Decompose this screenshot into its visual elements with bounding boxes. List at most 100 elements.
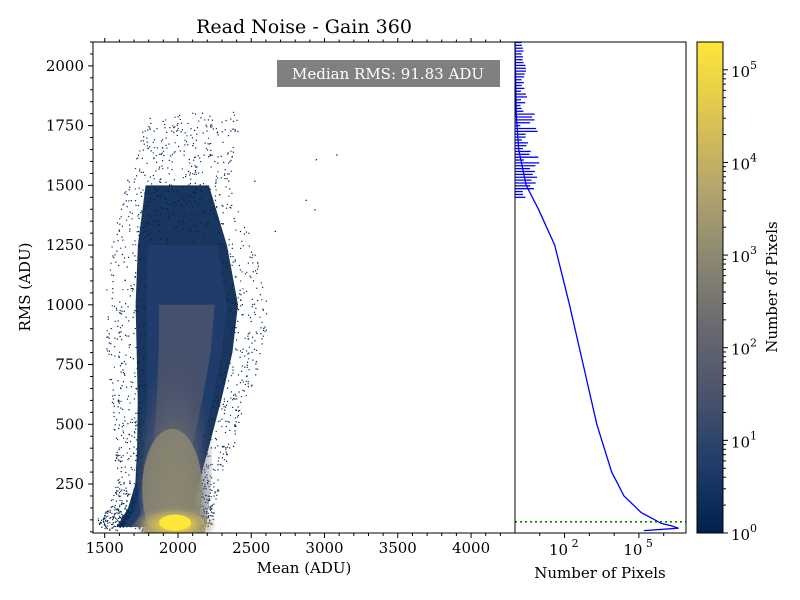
density-point — [114, 254, 116, 256]
density-point — [115, 486, 117, 488]
density-point — [110, 516, 112, 519]
density-point — [211, 515, 213, 517]
density-point — [165, 137, 167, 139]
density-point — [193, 156, 195, 159]
density-point — [178, 145, 180, 148]
density-point — [264, 330, 266, 333]
density-point — [121, 306, 123, 308]
density-point — [219, 451, 221, 453]
density-point — [132, 288, 134, 290]
density-point — [121, 466, 123, 469]
density-point — [150, 150, 152, 152]
density-point — [159, 179, 161, 181]
density-point — [214, 469, 216, 471]
density-point — [222, 141, 224, 143]
density-point — [111, 274, 113, 276]
density-point — [243, 233, 245, 235]
density-point — [109, 378, 111, 380]
hist-x-label: Number of Pixels — [534, 564, 666, 582]
density-point — [125, 316, 127, 318]
density-point — [225, 420, 227, 422]
density-point — [254, 313, 256, 316]
density-point — [260, 282, 262, 284]
density-point — [208, 506, 210, 508]
density-point — [194, 182, 196, 184]
density-point — [243, 226, 246, 229]
density-point — [114, 337, 116, 339]
density-point — [122, 372, 124, 374]
density-point — [199, 157, 201, 159]
density-point — [120, 363, 123, 365]
density-point — [257, 300, 259, 302]
density-point — [217, 445, 219, 447]
density-point — [180, 131, 182, 133]
density-point — [251, 257, 253, 259]
density-point — [232, 256, 234, 258]
density-point — [108, 350, 111, 352]
density-point — [129, 482, 131, 484]
x-tick-label: 3000 — [305, 539, 343, 557]
density-point — [117, 320, 119, 322]
density-point — [196, 133, 198, 135]
density-point — [208, 156, 210, 158]
density-point — [134, 393, 136, 395]
density-point — [130, 356, 132, 358]
density-point — [133, 181, 135, 183]
density-point — [130, 287, 132, 290]
density-point — [235, 421, 237, 423]
density-point — [116, 451, 118, 454]
density-point — [112, 522, 114, 524]
density-point — [112, 398, 114, 400]
density-point — [127, 494, 129, 496]
density-point — [243, 292, 245, 294]
density-point — [121, 225, 123, 227]
density-point — [227, 380, 230, 382]
density-point — [224, 431, 227, 434]
colorbar-fill — [697, 42, 723, 533]
density-point — [192, 143, 195, 145]
density-point — [159, 153, 161, 155]
density-point — [104, 527, 106, 529]
density-point — [213, 512, 215, 514]
colorbar-tick-exponent: 0 — [750, 522, 757, 535]
density-point — [135, 387, 137, 389]
density-point — [135, 412, 137, 414]
density-outlier — [315, 159, 318, 161]
density-point — [259, 353, 261, 355]
density-point — [121, 513, 123, 515]
density-point — [141, 157, 143, 159]
density-point — [115, 457, 118, 459]
density-point — [222, 465, 224, 467]
density-point — [105, 516, 107, 518]
density-point — [104, 512, 106, 514]
density-point — [195, 166, 197, 168]
density-point — [255, 368, 257, 370]
density-point — [127, 493, 130, 495]
density-point — [230, 391, 232, 393]
density-point — [118, 492, 121, 494]
density-point — [118, 394, 120, 396]
density-point — [248, 232, 250, 234]
density-point — [221, 121, 223, 123]
density-point — [112, 382, 114, 384]
density-point — [115, 307, 117, 309]
density-point — [217, 156, 219, 158]
density-point — [125, 303, 127, 305]
density-point — [130, 381, 132, 383]
density-point — [223, 413, 225, 415]
density-point — [110, 328, 112, 330]
density-point — [252, 359, 254, 361]
density-point — [234, 220, 236, 222]
density-point — [241, 351, 243, 353]
density-point — [159, 181, 162, 183]
density-point — [117, 479, 119, 482]
density-point — [155, 170, 157, 172]
density-point — [120, 208, 123, 210]
density-point — [217, 469, 219, 471]
chart-title: Read Noise - Gain 360 — [196, 16, 412, 38]
density-point — [184, 132, 186, 134]
density-point — [126, 266, 128, 268]
density-point — [123, 203, 125, 205]
density-point — [124, 192, 126, 194]
density-point — [254, 270, 257, 272]
